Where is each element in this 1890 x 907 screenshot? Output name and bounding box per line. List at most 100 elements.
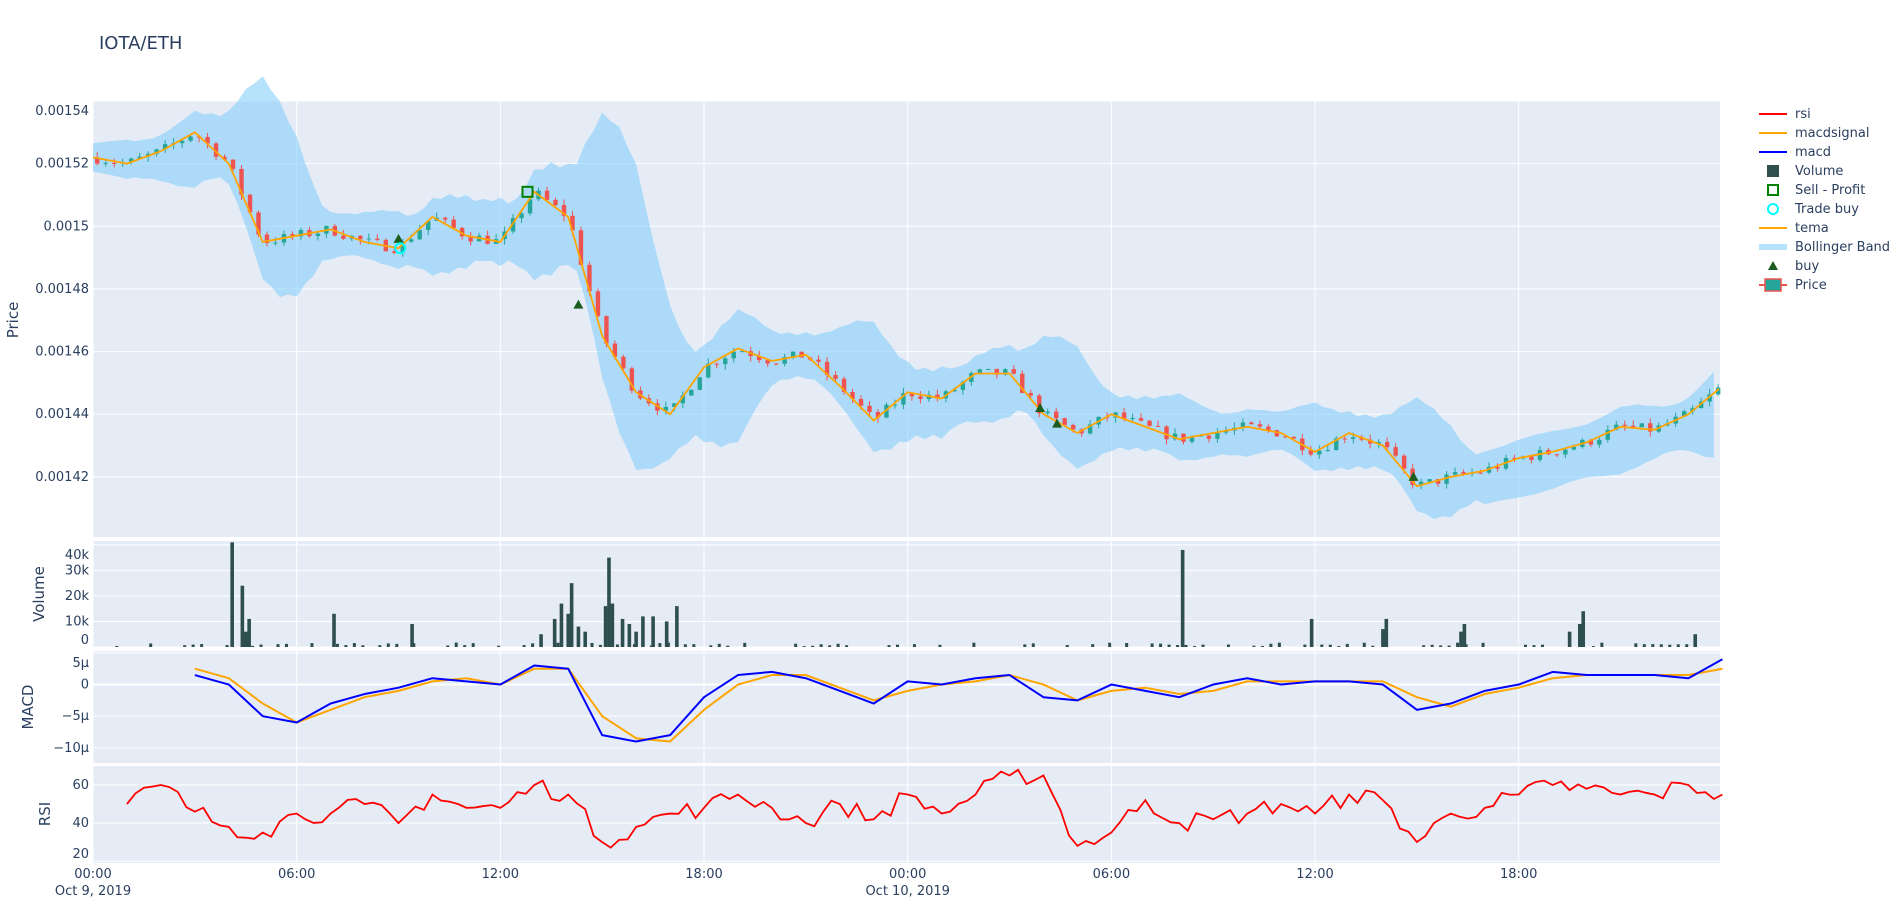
price-candle (782, 357, 787, 364)
price-candle (773, 363, 779, 365)
price-candle (595, 291, 601, 317)
price-candle (884, 404, 889, 418)
price-candle (553, 199, 558, 206)
volume-bar (1651, 644, 1655, 647)
volume-bar (115, 646, 119, 647)
price-candle (1444, 474, 1449, 484)
legend-item-volume[interactable]: Volume (1767, 164, 1843, 179)
buy-marker (1052, 418, 1063, 428)
volume-bar (1277, 642, 1281, 647)
price-candle (179, 140, 185, 144)
buy-marker (393, 233, 404, 243)
legend-item-tema[interactable]: tema (1759, 221, 1829, 236)
volume-bar (1371, 645, 1375, 647)
price-candle (1274, 430, 1280, 437)
price-candle (264, 234, 270, 244)
price-candle (103, 162, 108, 164)
volume-bar (251, 645, 255, 647)
volume-bar (1532, 645, 1536, 647)
volume-bar (828, 645, 832, 647)
volume-bar (1384, 618, 1389, 647)
price-candle (1317, 450, 1322, 455)
price-candle (1639, 423, 1644, 428)
price-candle (765, 360, 770, 364)
volume-bar (1023, 644, 1027, 647)
price-candle (909, 393, 915, 397)
volume-bar (276, 644, 280, 647)
volume-bar (556, 642, 560, 647)
price-candle (1189, 436, 1195, 442)
volume-bar (1591, 646, 1595, 647)
volume-bar (1659, 644, 1663, 647)
volume-bar (627, 624, 632, 647)
price-candle (1045, 411, 1050, 414)
price-candle (290, 234, 295, 237)
volume-bar (1031, 643, 1035, 647)
volume-bar (912, 644, 916, 647)
legend-item-trade-buy[interactable]: Trade buy (1767, 202, 1859, 217)
legend-label: tema (1795, 221, 1829, 236)
legend-item-buy[interactable]: buy (1768, 259, 1819, 274)
price-candle (1512, 457, 1517, 459)
volume-y-tick-label: 20k (65, 589, 90, 604)
price-candle (1418, 481, 1424, 485)
price-candle (570, 215, 575, 231)
legend-candle-icon (1764, 278, 1782, 292)
legend-item-bollinger-band[interactable]: Bollinger Band (1759, 240, 1890, 255)
price-candle (723, 358, 728, 365)
price-candle (612, 343, 618, 357)
price-candle (1461, 472, 1466, 474)
legend-item-sell-profit[interactable]: Sell - Profit (1767, 183, 1865, 198)
volume-bar (620, 618, 625, 647)
volume-bar (692, 644, 696, 647)
price-candle (1249, 422, 1254, 425)
macd-y-tick-label: −10μ (53, 741, 89, 756)
volume-bar (1159, 643, 1163, 647)
price-candle (740, 351, 745, 353)
legend-item-macdsignal[interactable]: macdsignal (1759, 126, 1869, 141)
price-candle (1155, 425, 1161, 427)
price-candle (137, 156, 142, 159)
volume-bar (845, 645, 849, 647)
x-tick-label: 18:00 (685, 867, 722, 882)
price-candle (1011, 369, 1016, 374)
price-candle (629, 368, 635, 391)
volume-bar (1345, 643, 1349, 647)
price-candle (1240, 422, 1246, 428)
volume-bar (811, 645, 815, 647)
price-candle (824, 361, 830, 375)
price-candle (1622, 424, 1627, 426)
volume-bar (386, 643, 390, 647)
volume-bar (1581, 611, 1586, 647)
price-candle (1308, 450, 1313, 455)
price-candle (544, 190, 550, 200)
volume-bar (1269, 643, 1273, 647)
legend-item-price[interactable]: Price (1759, 278, 1827, 293)
legend-label: macd (1795, 145, 1831, 160)
volume-bar (896, 644, 900, 647)
volume-bar (1540, 644, 1544, 647)
volume-bar (583, 631, 588, 647)
volume-bar (352, 643, 356, 647)
volume-bar (1309, 618, 1314, 647)
legend-item-rsi[interactable]: rsi (1759, 107, 1811, 122)
price-y-tick-label: 0.0015 (44, 219, 90, 234)
price-candle (1605, 429, 1611, 440)
buy-marker (1035, 402, 1046, 412)
volume-bar (675, 606, 679, 647)
price-candle (222, 156, 227, 160)
volume-y-tick-label: 30k (65, 563, 90, 578)
volume-bar (1362, 642, 1366, 647)
volume-bar (590, 642, 594, 647)
sell-profit-marker (521, 185, 534, 198)
volume-bar (717, 643, 721, 647)
volume-bar (972, 642, 976, 647)
price-candle (1138, 418, 1144, 421)
volume-bar (1447, 645, 1451, 647)
volume-bar (1260, 645, 1264, 647)
price-candle (341, 235, 346, 239)
volume-bar (1320, 644, 1324, 647)
legend-label: macdsignal (1795, 126, 1869, 141)
legend-item-macd[interactable]: macd (1759, 145, 1831, 160)
